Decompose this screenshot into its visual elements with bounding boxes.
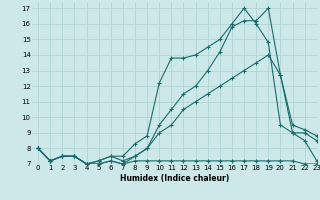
X-axis label: Humidex (Indice chaleur): Humidex (Indice chaleur) (120, 174, 229, 183)
